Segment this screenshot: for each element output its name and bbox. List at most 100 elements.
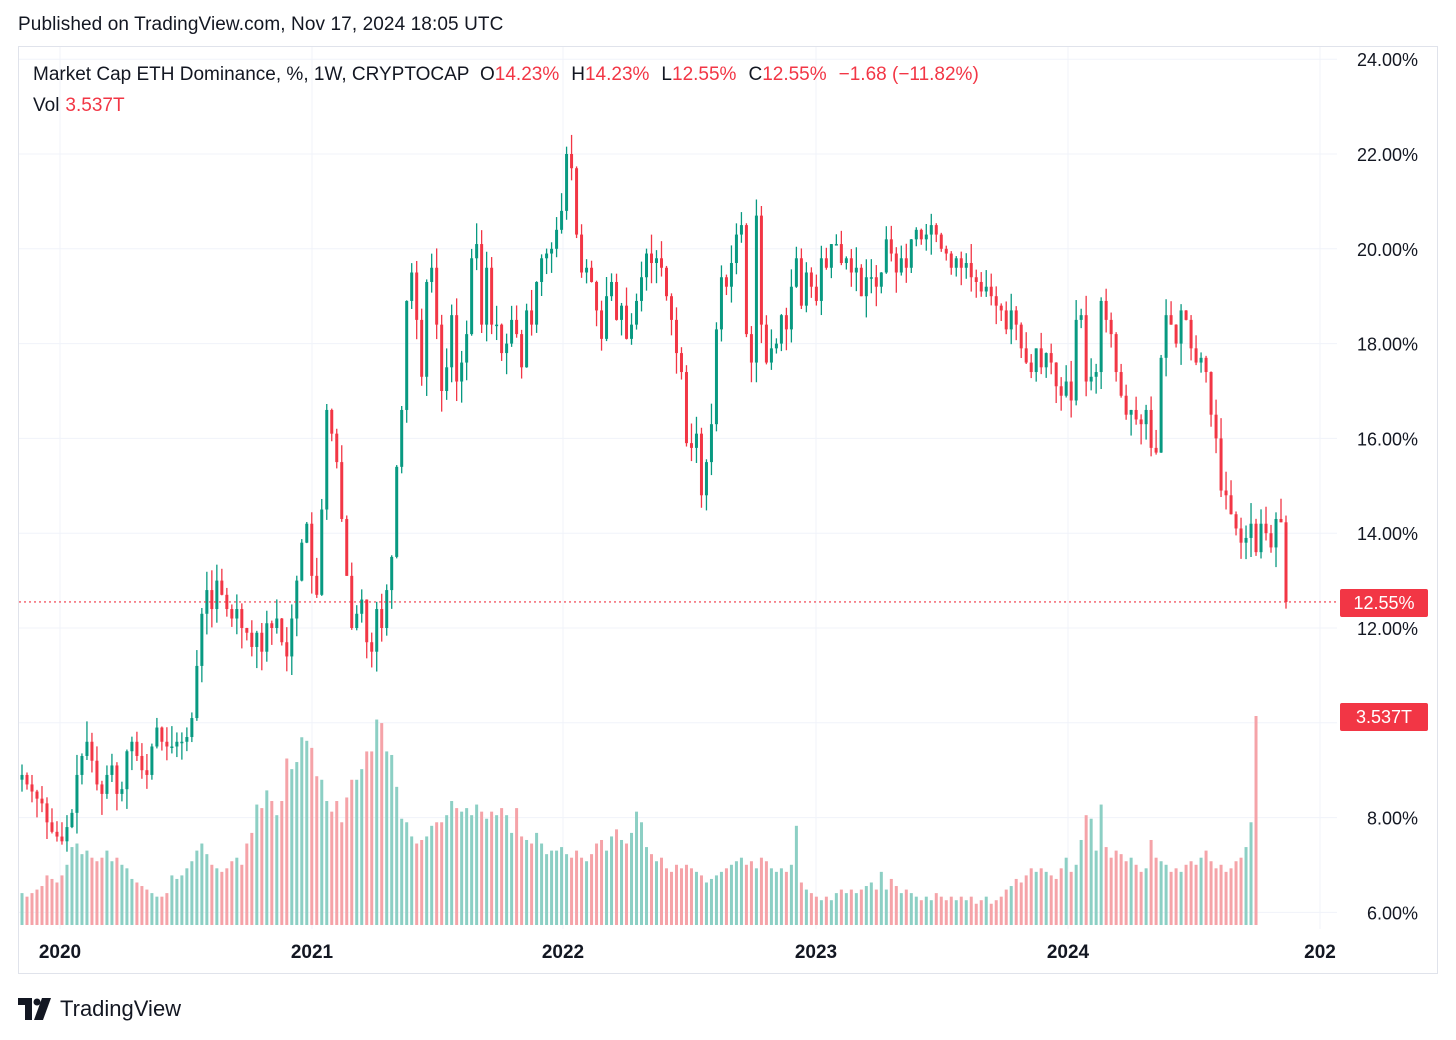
candle-body (1064, 381, 1068, 396)
x-tick-label: 2024 (1047, 942, 1090, 963)
x-tick-label: 2023 (795, 942, 837, 963)
volume-bar (1094, 850, 1098, 925)
volume-bar (410, 836, 414, 925)
volume-bar (495, 815, 499, 925)
volume-bar (1079, 839, 1083, 925)
volume-bar (305, 740, 309, 925)
volume-bar (769, 868, 773, 925)
candle-body (610, 281, 614, 297)
volume-bar (1009, 886, 1013, 925)
volume-bar (390, 754, 394, 925)
candle-body (525, 310, 529, 368)
volume-bar (515, 808, 519, 925)
candle-body (520, 334, 524, 368)
candle-body (849, 258, 853, 273)
volume-bar (90, 857, 94, 925)
volume-bar (585, 861, 589, 925)
volume-legend[interactable]: Vol 3.537T (33, 95, 125, 117)
candle-body (650, 253, 654, 264)
symbol-legend[interactable]: Market Cap ETH Dominance, %, 1W, CRYPTOC… (33, 64, 991, 86)
candle-body (75, 774, 79, 813)
volume-bar (964, 900, 968, 925)
volume-bar (215, 868, 219, 925)
volume-bar (150, 893, 154, 925)
volume-bar (455, 808, 459, 925)
candle-body (664, 267, 668, 297)
candle-body (265, 623, 269, 652)
volume-bar (260, 808, 264, 925)
candle-body (260, 632, 264, 652)
candle-body (300, 542, 304, 581)
volume-bar (275, 815, 279, 925)
candle-body (1134, 409, 1138, 420)
volume-bar (1029, 868, 1033, 925)
volume-bar (420, 839, 424, 925)
volume-bar (784, 871, 788, 925)
volume-bar (714, 875, 718, 925)
candle-body (819, 258, 823, 301)
last-volume-tag: 3.537T (1340, 703, 1428, 731)
volume-bar (1144, 868, 1148, 925)
candle-body (894, 253, 898, 273)
chart-frame[interactable] (18, 46, 1438, 974)
volume-bar (170, 875, 174, 925)
candle-body (794, 258, 798, 287)
volume-bar (180, 875, 184, 925)
candle-body (180, 741, 184, 744)
volume-bar (320, 779, 324, 925)
volume-bar (954, 900, 958, 925)
volume-bar (1184, 864, 1188, 925)
volume-bar (645, 847, 649, 925)
candle-body (964, 263, 968, 268)
legend-open: 14.23% (494, 64, 560, 85)
candle-body (1049, 353, 1053, 363)
candle-body (185, 737, 189, 742)
volume-bar (620, 839, 624, 925)
volume-bar (744, 864, 748, 925)
volume-bar (929, 900, 933, 925)
candle-body (240, 609, 244, 628)
candle-body (155, 727, 159, 747)
candle-body (834, 244, 838, 246)
volume-bar (699, 875, 703, 925)
candle-body (615, 281, 619, 320)
candle-body (150, 746, 154, 775)
candle-body (724, 277, 728, 287)
volume-bar (50, 878, 54, 925)
vol-label: Vol (33, 95, 60, 116)
candle-body (839, 244, 843, 264)
volume-bar (1189, 861, 1193, 925)
volume-bar (814, 896, 818, 925)
tradingview-logo[interactable]: TradingView (18, 996, 181, 1022)
last-price-tag: 12.55% (1340, 589, 1428, 617)
volume-bar (635, 811, 639, 925)
volume-bar (989, 903, 993, 925)
volume-bar (914, 896, 918, 925)
candle-body (295, 580, 299, 619)
candle-body (130, 741, 134, 752)
legend-change: −1.68 (−11.82%) (838, 64, 979, 85)
volume-bar (630, 832, 634, 925)
candle-body (899, 258, 903, 273)
candle-body (395, 466, 399, 557)
volume-bar (1224, 871, 1228, 925)
volume-bar (165, 893, 169, 925)
volume-bar (759, 857, 763, 925)
candle-body (145, 770, 149, 775)
candle-body (1124, 395, 1128, 415)
candle-body (55, 831, 59, 837)
volume-bar (1229, 868, 1233, 925)
volume-bar (130, 878, 134, 925)
volume-bar (979, 900, 983, 925)
volume-bar (575, 850, 579, 925)
vol-value: 3.537T (65, 95, 125, 116)
candle-body (320, 509, 324, 595)
volume-bar (734, 861, 738, 925)
volume-bar (475, 804, 479, 925)
volume-bar (505, 815, 509, 925)
volume-bar (844, 893, 848, 925)
volume-bar (1004, 889, 1008, 925)
candle-body (70, 812, 74, 828)
volume-bar (1219, 864, 1223, 925)
